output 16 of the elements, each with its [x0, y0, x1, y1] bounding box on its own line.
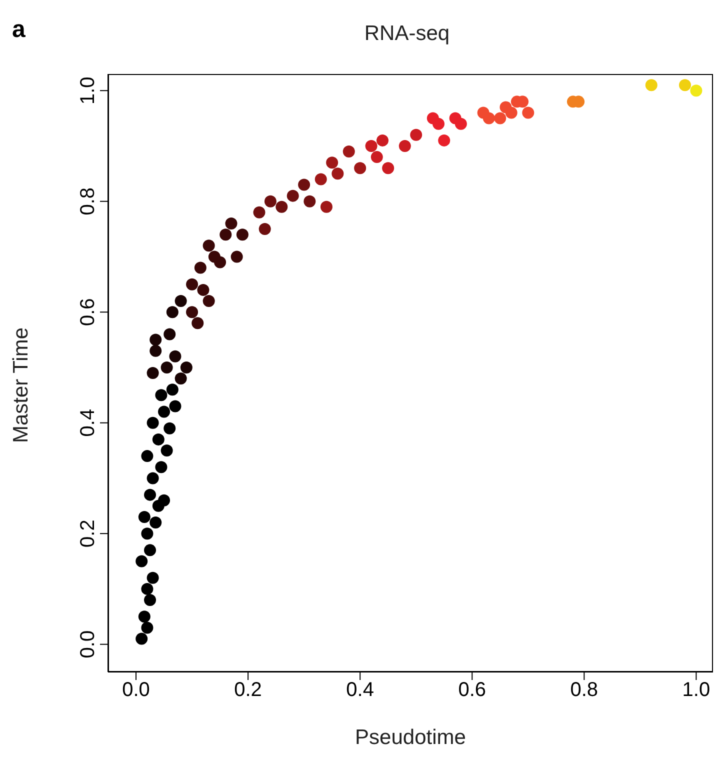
y-tick-label: 0.4 [77, 408, 99, 437]
x-tick-label: 0.2 [234, 679, 262, 702]
x-tick-label: 0.6 [458, 679, 486, 702]
y-tick-label: 1.0 [77, 76, 99, 105]
x-tick-label: 0.8 [570, 679, 598, 702]
x-tick-label: 1.0 [682, 679, 710, 702]
chart-title: RNA-seq [364, 22, 450, 45]
x-axis-title: Pseudotime [355, 726, 466, 749]
y-tick-label: 0.8 [77, 187, 99, 216]
y-axis-title: Master Time [9, 327, 32, 443]
x-tick-label: 0.0 [122, 679, 150, 702]
y-tick-label: 0.2 [77, 520, 99, 548]
y-tick-label: 0.0 [77, 630, 99, 658]
text: a [12, 16, 26, 44]
y-tick-label: 0.6 [77, 298, 99, 326]
x-tick-label: 0.4 [346, 679, 374, 702]
